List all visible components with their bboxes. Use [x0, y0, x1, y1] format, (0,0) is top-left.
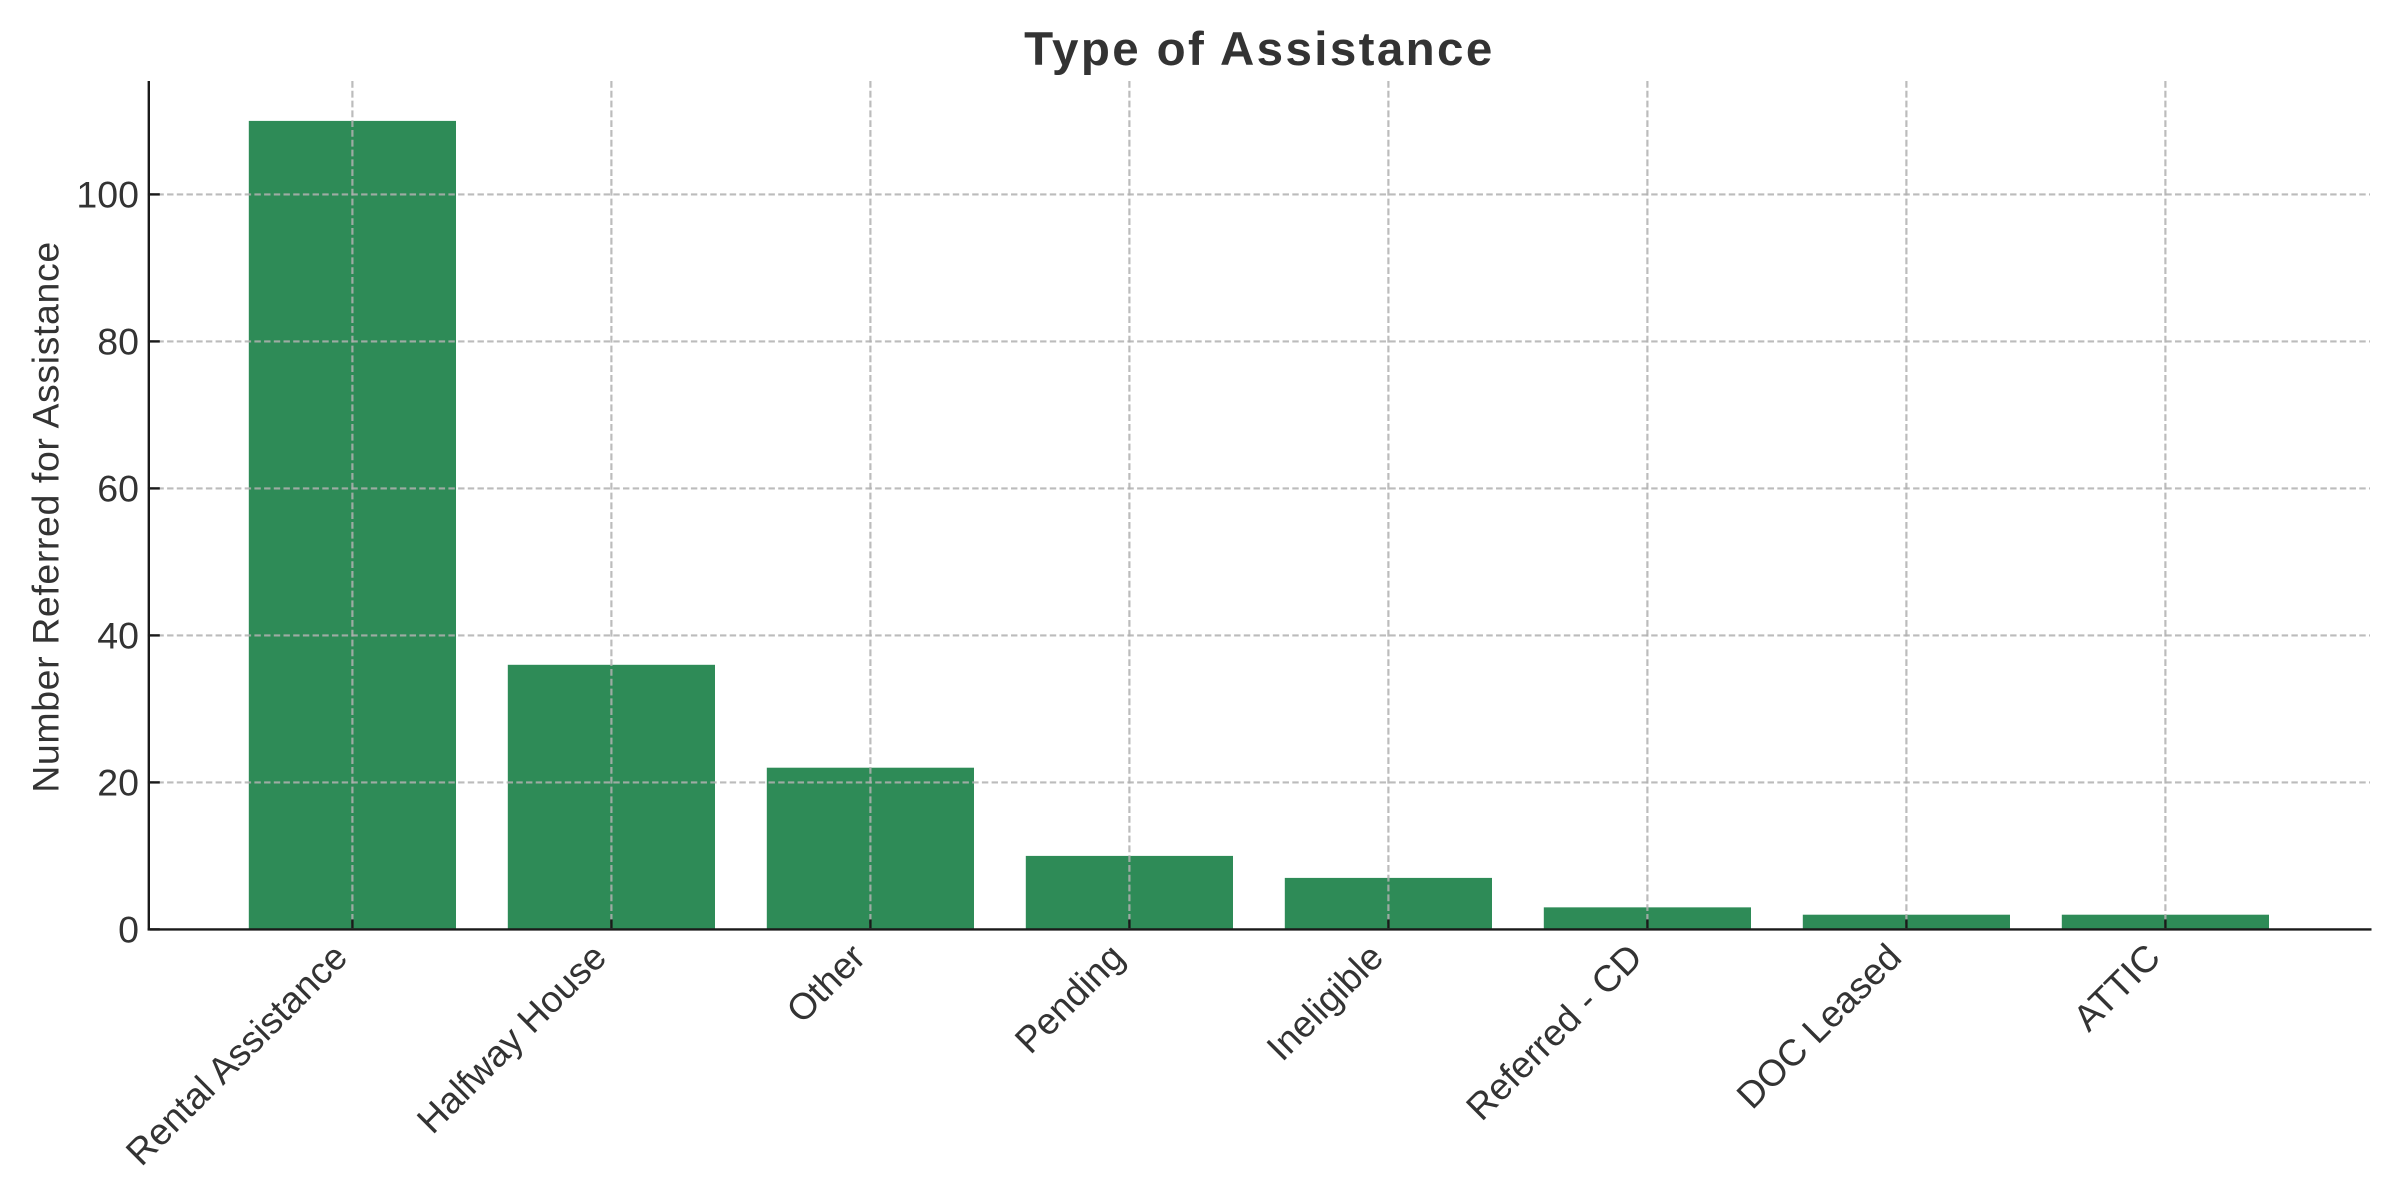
svg-text:80: 80 [97, 321, 139, 363]
svg-text:40: 40 [97, 615, 139, 657]
svg-text:0: 0 [118, 909, 139, 951]
svg-text:20: 20 [97, 762, 139, 804]
svg-text:100: 100 [76, 174, 139, 216]
svg-text:Number Referred for Assistance: Number Referred for Assistance [25, 241, 67, 793]
svg-text:Type of Assistance: Type of Assistance [1024, 23, 1494, 76]
svg-text:60: 60 [97, 468, 139, 510]
